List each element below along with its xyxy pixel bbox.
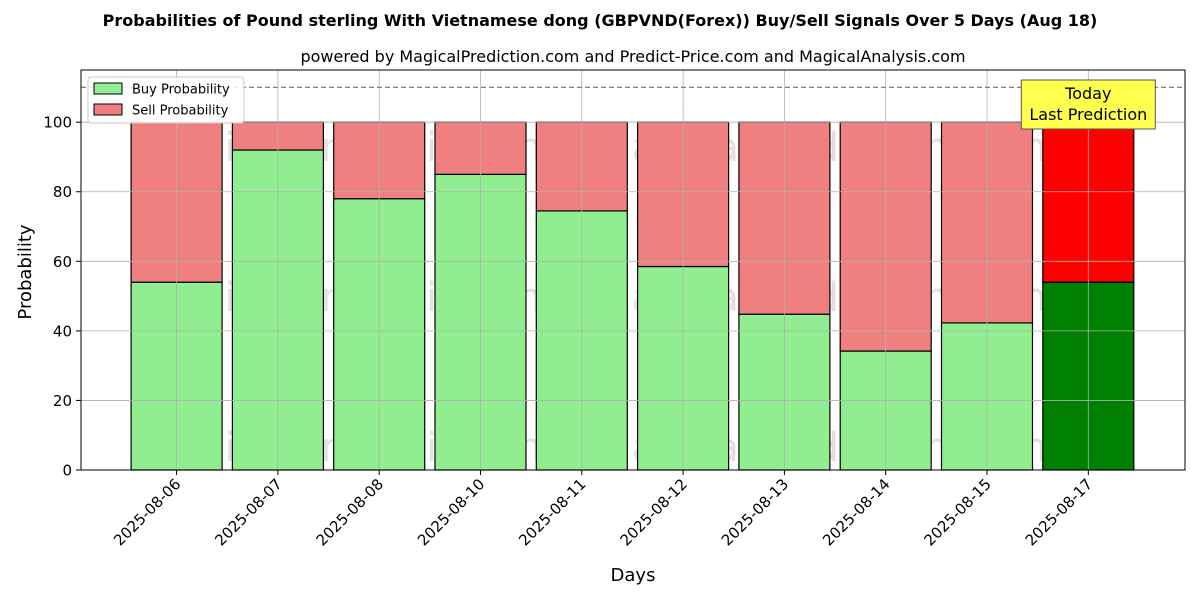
y-tick-label: 40	[53, 322, 72, 340]
legend-label: Buy Probability	[132, 83, 230, 98]
legend-box	[87, 76, 245, 124]
chart-title: Probabilities of Pound sterling With Vie…	[103, 11, 1098, 30]
y-tick-label: 100	[43, 114, 72, 132]
y-axis-label: Probability	[15, 224, 36, 319]
x-axis-label: Days	[611, 565, 656, 586]
x-tick-label: 2025-08-10	[414, 475, 488, 549]
x-tick-label: 2025-08-13	[718, 475, 792, 549]
x-tick-label: 2025-08-15	[920, 475, 994, 549]
grid-layer	[81, 70, 1185, 471]
x-tick-label: 2025-08-11	[515, 475, 589, 549]
annotation-text: Today	[1064, 84, 1111, 103]
annotation-text: Last Prediction	[1029, 105, 1147, 124]
legend-swatch	[93, 82, 123, 95]
x-tick-label: 2025-08-17	[1022, 475, 1096, 549]
y-axis: 0 20 40 60 80 100	[43, 114, 81, 480]
legend: Buy Probability Sell Probability	[87, 76, 245, 124]
x-tick-label: 2025-08-07	[211, 475, 285, 549]
y-tick-label: 0	[62, 462, 72, 480]
legend-label: Sell Probability	[132, 104, 229, 119]
annotation-box	[1020, 79, 1156, 130]
x-tick-label: 2025-08-08	[313, 475, 387, 549]
x-tick-label: 2025-08-12	[617, 475, 691, 549]
plot-frame	[80, 69, 1186, 471]
y-tick-label: 60	[53, 253, 72, 271]
today-annotation: Today Last Prediction	[1020, 79, 1156, 130]
x-tick-label: 2025-08-14	[819, 475, 893, 549]
y-tick-label: 80	[53, 183, 72, 201]
chart-subtitle: powered by MagicalPrediction.com and Pre…	[300, 47, 965, 66]
x-axis: 2025-08-06 2025-08-07 2025-08-08 2025-08-10…	[110, 470, 1096, 549]
legend-swatch	[93, 103, 123, 116]
y-tick-label: 20	[53, 392, 72, 410]
x-tick-label: 2025-08-06	[110, 475, 184, 549]
